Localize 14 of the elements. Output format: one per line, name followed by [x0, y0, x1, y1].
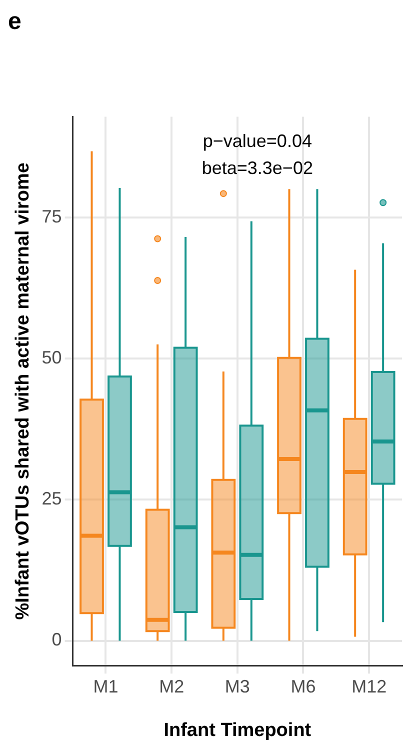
- annotation: beta=3.3e−02: [202, 158, 313, 178]
- y-tick-label: 75: [42, 206, 62, 226]
- y-axis-title: %Infant vOTUs shared with active maternal virome: [12, 162, 34, 620]
- x-tick-label: M6: [290, 676, 316, 696]
- x-tick-label: M2: [159, 676, 184, 696]
- annotation: p−value=0.04: [202, 130, 312, 151]
- x-tick-label: M3: [224, 676, 250, 696]
- x-tick-label: M1: [93, 676, 118, 696]
- y-tick-label: 50: [42, 347, 62, 368]
- x-tick-label: M12: [352, 676, 387, 696]
- x-axis-title: Infant Timepoint: [164, 720, 312, 741]
- y-tick-label: 25: [42, 488, 62, 509]
- y-tick-label: 0: [52, 630, 62, 650]
- chart-title: e: [8, 8, 22, 36]
